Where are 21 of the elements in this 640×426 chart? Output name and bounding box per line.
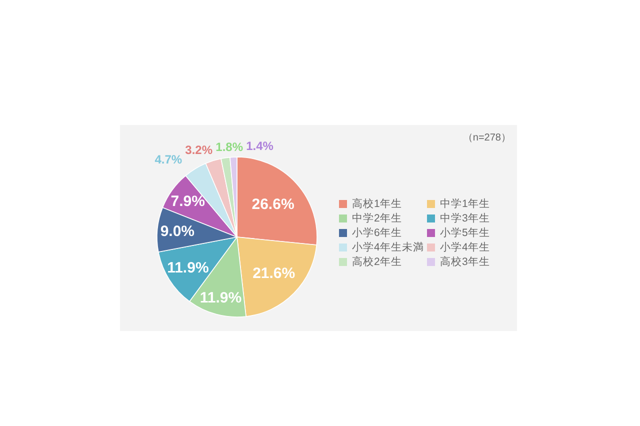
legend-label: 高校1年生: [352, 197, 402, 210]
data-label: 11.9%: [167, 259, 209, 276]
data-label: 3.2%: [185, 143, 213, 158]
legend-label: 小学6年生: [352, 226, 402, 239]
legend-label: 小学4年生未満: [352, 240, 424, 254]
legend-label: 中学3年生: [440, 212, 490, 224]
data-label: 26.6%: [252, 196, 294, 213]
legend-label: 中学2年生: [352, 212, 402, 224]
legend-label: 中学1年生: [440, 197, 490, 210]
data-label: 7.9%: [170, 193, 206, 210]
legend-label: 小学5年生: [440, 226, 490, 239]
data-label: 21.6%: [252, 264, 296, 282]
data-label: 1.4%: [246, 139, 274, 154]
data-label: 11.9%: [200, 289, 242, 306]
legend-label: 高校3年生: [440, 255, 490, 268]
legend-label: 小学4年生: [440, 240, 490, 254]
data-label: 9.0%: [160, 222, 195, 240]
data-label: 4.7%: [154, 152, 182, 166]
text: （n=278）: [462, 132, 511, 144]
legend-label: 高校2年生: [352, 255, 402, 268]
data-label: 1.8%: [216, 140, 244, 154]
